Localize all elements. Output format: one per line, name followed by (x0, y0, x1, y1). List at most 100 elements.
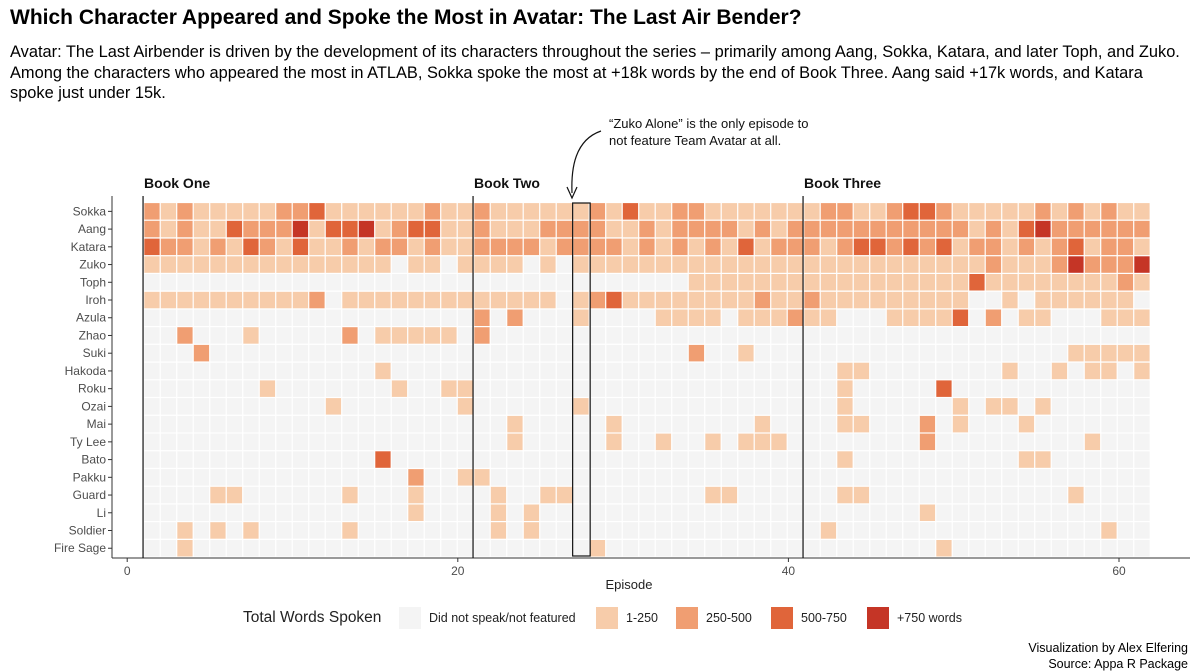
tile (375, 203, 391, 220)
tile (655, 220, 672, 238)
tile (259, 220, 276, 238)
tile (1002, 291, 1018, 309)
tile (705, 398, 721, 415)
tile (655, 522, 672, 539)
tile (672, 220, 688, 238)
tile (936, 291, 952, 309)
tile (160, 256, 177, 273)
tile (408, 469, 424, 486)
tile (309, 291, 325, 309)
tile (210, 522, 226, 539)
tile (490, 540, 507, 557)
tile (193, 203, 210, 220)
tile (1035, 291, 1051, 309)
tile (1134, 469, 1150, 486)
tile (160, 451, 177, 468)
tile (144, 344, 160, 362)
tile (309, 238, 325, 256)
tile (1068, 451, 1084, 468)
tile (1068, 220, 1084, 238)
tile (144, 380, 160, 397)
tile (358, 486, 375, 504)
tile (969, 540, 985, 557)
tile (292, 203, 309, 220)
tile (276, 380, 292, 397)
tile (903, 327, 919, 344)
tile (672, 540, 688, 557)
tile (837, 220, 853, 238)
tile (820, 256, 837, 273)
tile (424, 203, 441, 220)
tile (985, 238, 1002, 256)
tile (754, 380, 771, 397)
tile (919, 380, 936, 397)
tile (358, 327, 375, 344)
tile (804, 522, 820, 539)
tile (903, 415, 919, 433)
tile (622, 415, 639, 433)
tile (259, 486, 276, 504)
tile (490, 486, 507, 504)
tile (589, 469, 606, 486)
tile (457, 327, 474, 344)
tile (325, 504, 342, 521)
tile (672, 238, 688, 256)
tile (292, 433, 309, 451)
tile (870, 238, 886, 256)
tile (424, 540, 441, 557)
tile (985, 540, 1002, 557)
tile (474, 274, 490, 291)
tile (738, 203, 754, 220)
tile (325, 380, 342, 397)
tile (936, 469, 952, 486)
tile (243, 238, 259, 256)
tile (1018, 540, 1035, 557)
tile (985, 274, 1002, 291)
tile (1117, 398, 1134, 415)
tile (391, 256, 408, 273)
tile (639, 220, 655, 238)
tile (936, 344, 952, 362)
tile (589, 309, 606, 326)
tile (391, 504, 408, 521)
tile (754, 433, 771, 451)
tile (952, 256, 969, 273)
tile (1068, 398, 1084, 415)
tile (738, 309, 754, 326)
tile (853, 504, 870, 521)
tile (325, 256, 342, 273)
tile (903, 203, 919, 220)
legend-label: 250-500 (706, 611, 752, 625)
tile (160, 362, 177, 380)
tile (210, 469, 226, 486)
tile (985, 256, 1002, 273)
tile (622, 344, 639, 362)
tile (820, 203, 837, 220)
tile (870, 433, 886, 451)
tile (556, 274, 573, 291)
tile (259, 291, 276, 309)
tile (490, 433, 507, 451)
tile (309, 327, 325, 344)
tile (259, 398, 276, 415)
tile (705, 486, 721, 504)
tile (837, 486, 853, 504)
tile (408, 256, 424, 273)
tile (837, 291, 853, 309)
tile (738, 238, 754, 256)
tile (886, 540, 903, 557)
tile (639, 540, 655, 557)
tile (688, 256, 705, 273)
tile (1117, 344, 1134, 362)
tile (358, 344, 375, 362)
tile (424, 220, 441, 238)
tile (886, 220, 903, 238)
tile (474, 504, 490, 521)
legend-swatch (771, 607, 793, 629)
tile (721, 433, 738, 451)
tile (441, 203, 457, 220)
tile (276, 522, 292, 539)
tile (1134, 291, 1150, 309)
tile (375, 504, 391, 521)
tile (952, 469, 969, 486)
